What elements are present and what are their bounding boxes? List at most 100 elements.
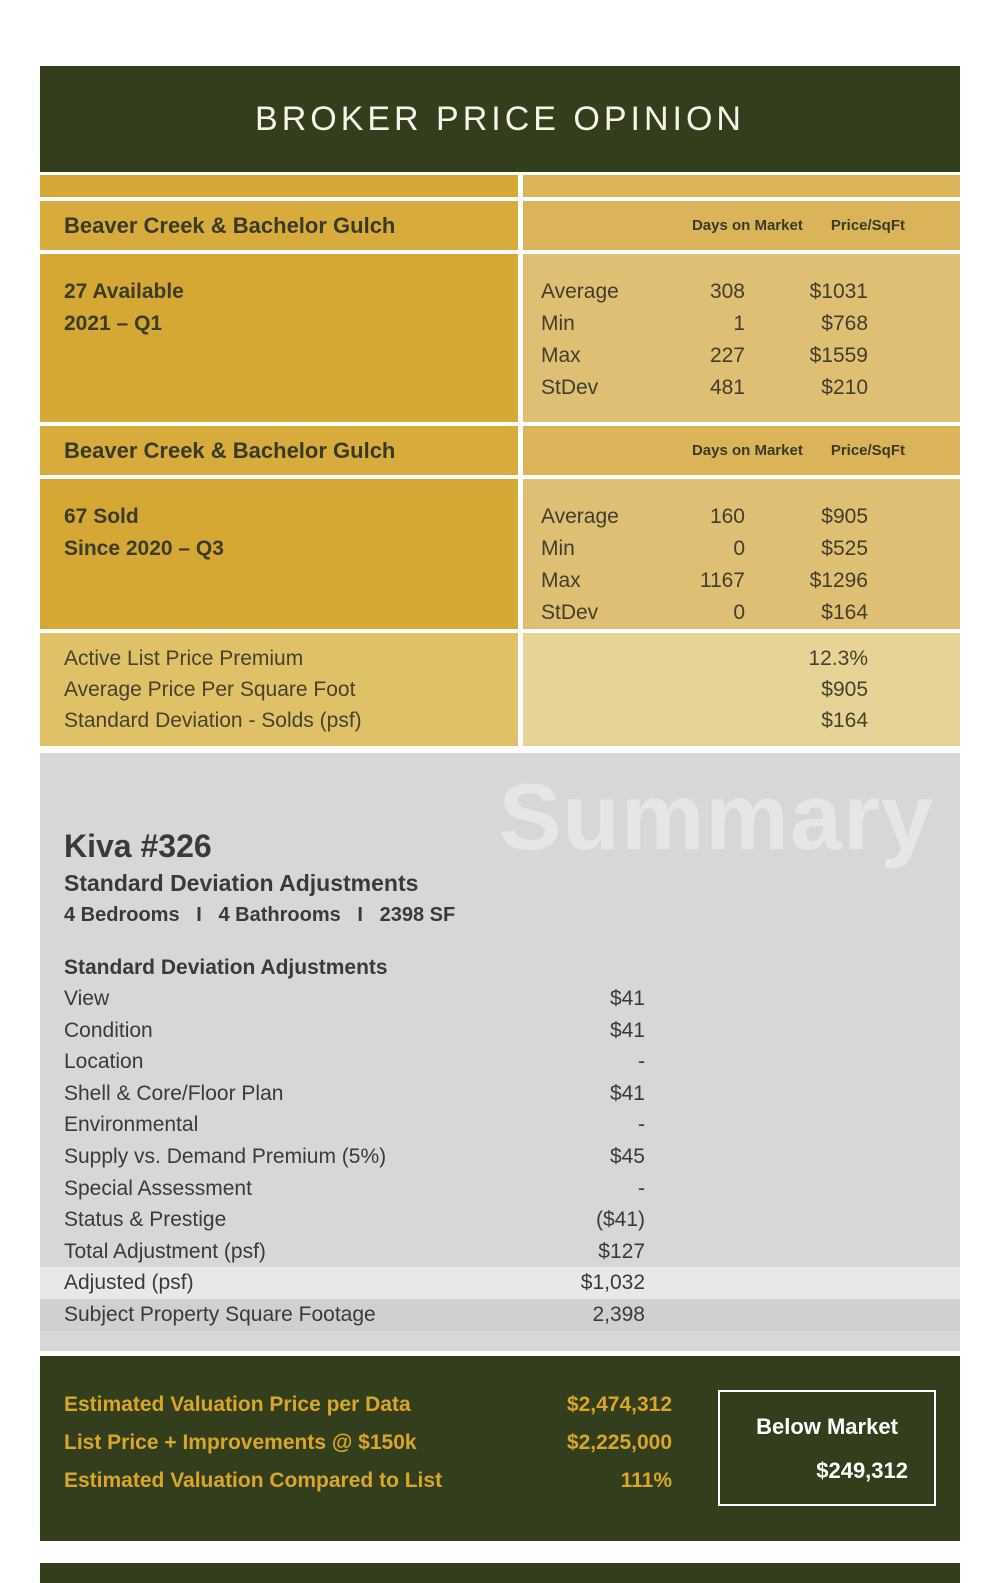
- stat-days-on-market: 1: [733, 312, 745, 335]
- stat-label: Max: [541, 569, 581, 592]
- adjustment-value: $41: [609, 1081, 645, 1105]
- row-spacer: [645, 1173, 960, 1205]
- row-spacer: [645, 983, 960, 1015]
- valuation-label: Estimated Valuation Price per Data: [64, 1393, 411, 1416]
- listing-count: 27 Available: [64, 280, 184, 303]
- premium-labels: Active List Price Premium Average Price …: [40, 633, 518, 746]
- badge-value: $249,312: [816, 1458, 908, 1483]
- adjustment-label: Adjusted (psf): [64, 1271, 194, 1295]
- bottom-strip: [40, 1563, 960, 1583]
- stat-price-per-sqft: $768: [821, 312, 868, 335]
- row-spacer: [645, 1109, 960, 1141]
- stat-row: Min 0 $525: [523, 533, 960, 565]
- premium-label: Average Price Per Square Foot: [64, 678, 356, 701]
- stat-row: Max 227 $1559: [523, 340, 960, 372]
- stat-row: Min 1 $768: [523, 308, 960, 340]
- stat-price-per-sqft: $210: [821, 376, 868, 399]
- stat-days-on-market: 227: [709, 344, 745, 367]
- stat-row: Average 160 $905: [523, 501, 960, 533]
- valuation-row: List Price + Improvements @ $150k $2,225…: [64, 1430, 672, 1455]
- market-block-2-label: 67 Sold Since 2020 – Q3: [40, 479, 518, 629]
- premium-value: 12.3%: [808, 647, 868, 670]
- stat-column-headers: Days on Market Price/SqFt: [523, 426, 960, 475]
- adjustment-label: Location: [64, 1050, 144, 1074]
- column-header-days-on-market: Days on Market: [691, 217, 803, 234]
- stat-price-per-sqft: $1031: [809, 280, 868, 303]
- stat-price-per-sqft: $1296: [809, 569, 868, 592]
- adjustment-row: Status & Prestige ($41): [40, 1204, 960, 1236]
- stat-label: StDev: [541, 376, 599, 399]
- adjustment-value: $41: [609, 1018, 645, 1042]
- adjustment-value: -: [638, 1050, 645, 1074]
- row-spacer: [645, 1141, 960, 1173]
- stat-days-on-market: 1167: [699, 569, 745, 592]
- stat-column-headers: Days on Market Price/SqFt: [523, 201, 960, 250]
- property-specs: 4 Bedrooms I 4 Bathrooms I 2398 SF: [64, 904, 456, 926]
- adjustment-row: View $41: [40, 983, 960, 1015]
- badge-title: Below Market: [756, 1414, 898, 1439]
- adjustment-value: $127: [598, 1239, 645, 1263]
- row-spacer: [645, 1236, 960, 1268]
- premium-band: Active List Price Premium Average Price …: [40, 633, 960, 746]
- adjustment-value: -: [638, 1176, 645, 1200]
- stat-label: Average: [541, 505, 619, 528]
- premium-label: Active List Price Premium: [64, 647, 304, 670]
- stat-days-on-market: 481: [709, 376, 745, 399]
- adjustment-row: Location -: [40, 1046, 960, 1078]
- valuation-row: Estimated Valuation Compared to List 111…: [64, 1468, 672, 1493]
- adjustment-row: Condition $41: [40, 1015, 960, 1047]
- region-title: Beaver Creek & Bachelor Gulch: [64, 212, 396, 238]
- listing-period: 2021 – Q1: [64, 312, 163, 335]
- stat-label: Max: [541, 344, 581, 367]
- bpo-report-page: BROKER PRICE OPINION Beaver Creek & Bach…: [40, 66, 960, 1583]
- below-market-badge: Below Market $249,312: [718, 1390, 936, 1506]
- column-header-price-sqft: Price/SqFt: [830, 217, 905, 234]
- listing-period: Since 2020 – Q3: [64, 537, 224, 560]
- stat-price-per-sqft: $1559: [809, 344, 868, 367]
- summary-subtitle: Standard Deviation Adjustments: [64, 870, 419, 896]
- region-title: Beaver Creek & Bachelor Gulch: [64, 437, 396, 463]
- property-name: Kiva #326: [64, 828, 212, 864]
- adjustment-row: Total Adjustment (psf) $127: [40, 1236, 960, 1268]
- adjustment-label: Shell & Core/Floor Plan: [64, 1081, 284, 1105]
- market-block-1-label: 27 Available 2021 – Q1: [40, 254, 518, 422]
- stat-row: Average 308 $1031: [523, 276, 960, 308]
- adjustment-label: Supply vs. Demand Premium (5%): [64, 1144, 387, 1168]
- adjustment-value: 2,398: [592, 1302, 645, 1326]
- stat-days-on-market: 160: [709, 505, 745, 528]
- row-spacer: [645, 1299, 960, 1331]
- adjustment-row: Environmental -: [40, 1109, 960, 1141]
- premium-label: Standard Deviation - Solds (psf): [64, 709, 362, 732]
- adjustment-value: $41: [609, 987, 645, 1010]
- row-spacer: [645, 1046, 960, 1078]
- column-header-days-on-market: Days on Market: [691, 442, 803, 459]
- stat-price-per-sqft: $525: [821, 537, 868, 560]
- report-header: BROKER PRICE OPINION: [40, 66, 960, 172]
- row-spacer: [645, 1015, 960, 1047]
- adjustment-label: Total Adjustment (psf): [64, 1239, 266, 1263]
- adjustment-label: Environmental: [64, 1113, 199, 1137]
- adjustment-row-adjusted-psf: Adjusted (psf) $1,032: [40, 1267, 960, 1299]
- gold-top-strip-right: [523, 175, 960, 197]
- adjustment-row: Supply vs. Demand Premium (5%) $45: [40, 1141, 960, 1173]
- stat-label: Min: [541, 537, 575, 560]
- region-band: Beaver Creek & Bachelor Gulch: [40, 426, 518, 475]
- stat-days-on-market: 0: [733, 601, 745, 624]
- market-block-2-stats: Average 160 $905 Min 0 $525 Max 1167 $12…: [523, 479, 960, 629]
- adjustment-label: Status & Prestige: [64, 1208, 227, 1232]
- market-block-1-body: 27 Available 2021 – Q1 Average 308 $1031…: [40, 254, 960, 422]
- adjustment-row: Shell & Core/Floor Plan $41: [40, 1078, 960, 1110]
- valuation-footer: Estimated Valuation Price per Data $2,47…: [40, 1356, 960, 1541]
- market-block-2-body: 67 Sold Since 2020 – Q3 Average 160 $905…: [40, 479, 960, 629]
- adjustment-label: View: [64, 987, 110, 1010]
- stat-row: Max 1167 $1296: [523, 565, 960, 597]
- adjustment-value: $45: [609, 1144, 645, 1168]
- stat-label: Average: [541, 280, 619, 303]
- adjustment-value: ($41): [595, 1208, 645, 1232]
- valuation-rows: Estimated Valuation Price per Data $2,47…: [64, 1392, 672, 1493]
- premium-values: 12.3% $905 $164: [523, 633, 960, 746]
- premium-value: $164: [821, 709, 868, 732]
- listing-count: 67 Sold: [64, 505, 139, 528]
- row-spacer: [645, 1078, 960, 1110]
- stat-row: StDev 481 $210: [523, 372, 960, 404]
